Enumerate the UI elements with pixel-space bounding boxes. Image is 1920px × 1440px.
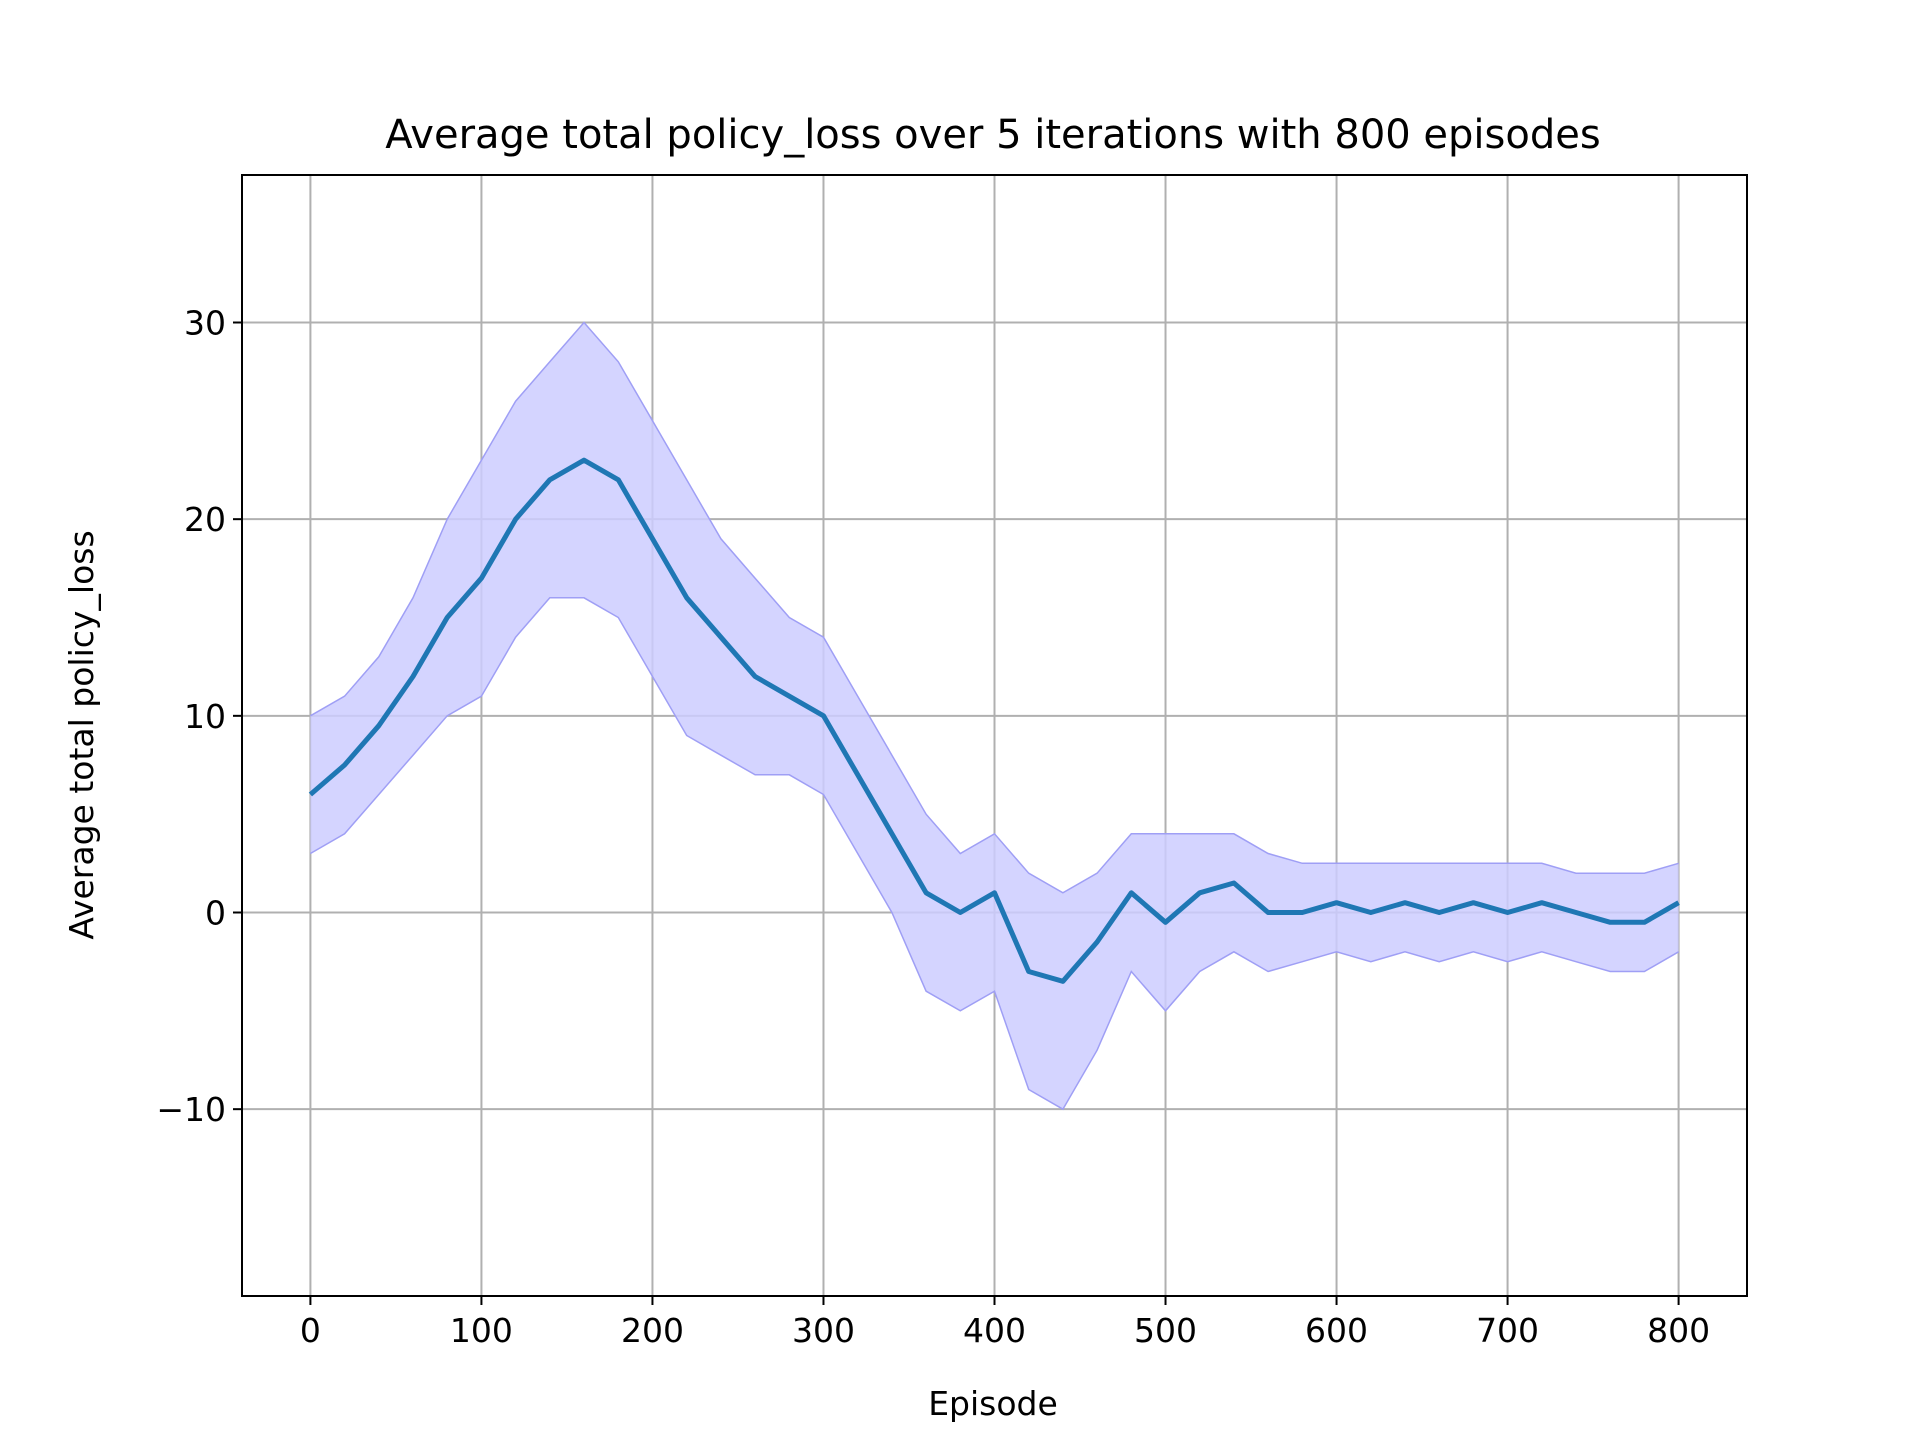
y-axis: −10 0 10 20 30	[156, 304, 242, 1129]
mean-line-group	[308, 457, 1680, 984]
x-tick-label: 200	[621, 1311, 684, 1350]
x-tick-label: 600	[1305, 1311, 1368, 1350]
variance-band-area	[310, 322, 1679, 1110]
y-axis-label: Average total policy_loss	[62, 530, 101, 939]
x-tick-label: 700	[1476, 1311, 1539, 1350]
x-tick-label: 0	[300, 1311, 321, 1350]
band-upper-edge	[310, 321, 1679, 894]
y-tick-label: 30	[184, 304, 226, 343]
y-tick-label: 0	[205, 894, 226, 933]
mean-line	[308, 457, 1680, 984]
grid	[242, 175, 1747, 1296]
x-axis: 0 100 200 300 400 500 600 700 800	[300, 1296, 1710, 1350]
x-tick-label: 100	[450, 1311, 513, 1350]
y-tick-label: 10	[184, 697, 226, 736]
chart-title: Average total policy_loss over 5 iterati…	[385, 112, 1600, 158]
x-axis-label: Episode	[928, 1384, 1058, 1423]
band-lower-edge	[310, 597, 1679, 1111]
variance-band	[310, 321, 1679, 1111]
y-tick-label: −10	[156, 1090, 226, 1129]
x-tick-label: 300	[792, 1311, 855, 1350]
x-tick-label: 500	[1134, 1311, 1197, 1350]
x-tick-label: 800	[1647, 1311, 1710, 1350]
y-tick-label: 20	[184, 500, 226, 539]
x-tick-label: 400	[963, 1311, 1026, 1350]
